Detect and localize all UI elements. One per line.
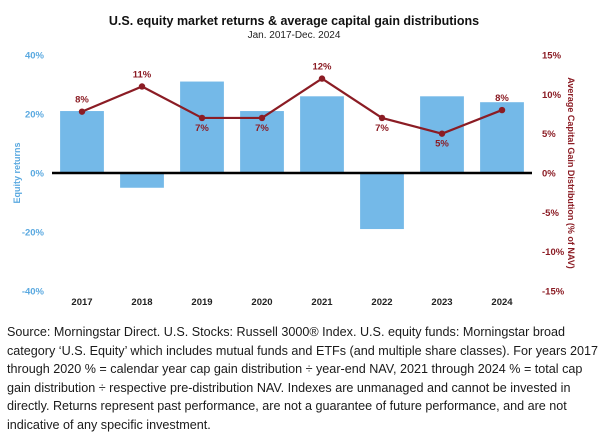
left-tick-label: 20% [25,110,45,121]
left-tick-label: -20% [22,228,45,239]
right-tick-label: -15% [542,287,565,298]
line-point [378,114,386,122]
left-axis-ticks: 40% 20% 0% -20% -40% [22,51,45,298]
series-line [81,77,503,135]
right-axis-label: Average Capital Gain Distribution (% of … [566,77,576,269]
bar [480,102,524,173]
right-tick-label: -10% [542,247,565,258]
right-tick-label: 0% [542,169,556,180]
chart: U.S. equity market returns & average cap… [12,14,576,308]
left-axis-label: Equity returns [12,142,22,203]
x-tick-label: 2024 [491,297,513,308]
line-point [138,83,146,90]
line-point [318,75,326,82]
right-axis-ticks: 15% 10% 5% 0% -5% -10% -15% [542,51,565,298]
right-tick-label: -5% [542,208,559,219]
x-tick-label: 2022 [371,297,392,308]
x-tick-label: 2023 [431,297,452,308]
x-tick-label: 2017 [71,297,92,308]
line-point [498,106,506,114]
right-tick-label: 10% [542,90,562,101]
line-point [198,114,206,122]
data-label: 12% [312,62,332,73]
line-series: 8% 11% 7% 7% 12% 7% 5% 8% [75,62,509,150]
right-tick-label: 5% [542,129,556,140]
chart-subtitle: Jan. 2017-Dec. 2024 [248,30,341,41]
x-tick-label: 2019 [191,297,212,308]
right-tick-label: 15% [542,51,562,62]
data-label: 11% [133,69,152,80]
data-label: 7% [375,123,389,134]
x-tick-label: 2020 [251,297,272,308]
bar-series [60,81,524,230]
chart-title: U.S. equity market returns & average cap… [109,14,479,28]
bar [60,111,104,173]
data-label: 7% [195,123,209,134]
x-tick-label: 2021 [311,297,333,308]
line-point [438,130,446,137]
bar [180,81,224,173]
data-label: 7% [255,123,269,134]
bar [120,173,164,188]
x-axis-ticks: 2017 2018 2019 2020 2021 2022 2023 2024 [71,297,513,308]
data-label: 5% [435,139,449,150]
source-footnote: Source: Morningstar Direct. U.S. Stocks:… [7,325,599,432]
line-point [78,108,86,115]
bar [240,111,284,173]
x-tick-label: 2018 [131,297,152,308]
left-tick-label: 0% [30,169,44,180]
left-tick-label: 40% [25,51,45,62]
data-label: 8% [75,95,89,106]
line-point [258,114,266,122]
bar [360,173,404,230]
left-tick-label: -40% [22,287,45,298]
bar [300,96,344,173]
data-label: 8% [495,93,509,104]
